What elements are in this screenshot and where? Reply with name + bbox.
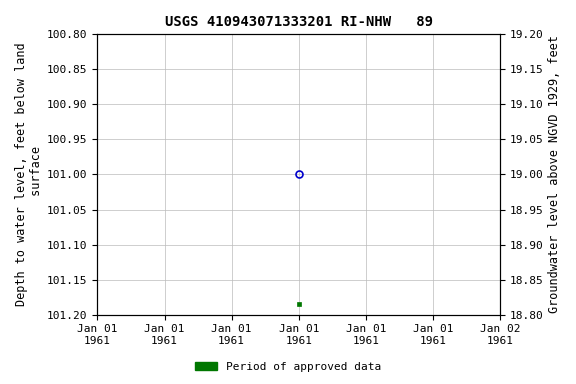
- Legend: Period of approved data: Period of approved data: [191, 358, 385, 377]
- Y-axis label: Groundwater level above NGVD 1929, feet: Groundwater level above NGVD 1929, feet: [548, 36, 561, 313]
- Y-axis label: Depth to water level, feet below land
 surface: Depth to water level, feet below land su…: [15, 43, 43, 306]
- Title: USGS 410943071333201 RI-NHW   89: USGS 410943071333201 RI-NHW 89: [165, 15, 433, 29]
